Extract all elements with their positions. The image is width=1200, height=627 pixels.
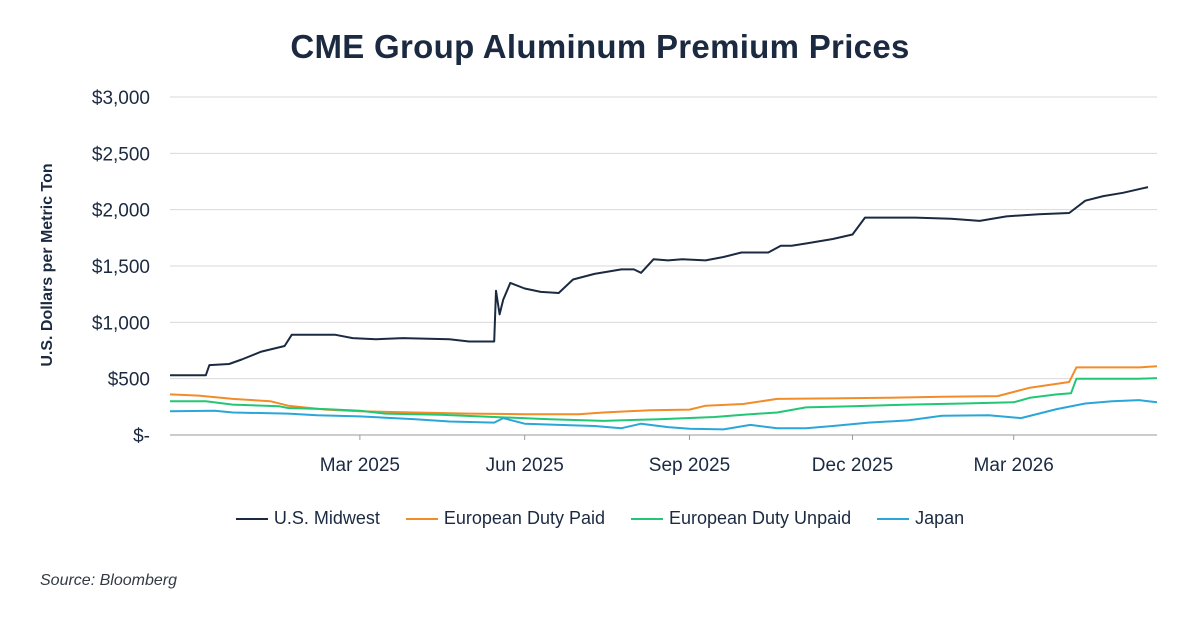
legend-label-european-duty-paid: European Duty Paid	[443, 508, 605, 528]
legend-swatch-european-duty-unpaid	[630, 517, 663, 520]
chart-title: CME Group Aluminum Premium Prices	[290, 28, 910, 65]
legend-label-japan: Japan	[915, 508, 965, 528]
y-tick-labels: $- $500 $1,000 $1,500 $2,000 $2,500 $3,000	[92, 88, 150, 447]
y-tick-label: $2,000	[92, 201, 150, 222]
x-tick-label: Mar 2026	[974, 455, 1054, 476]
legend-label-us-midwest: U.S. Midwest	[273, 508, 380, 528]
series-lines	[169, 186, 1158, 431]
y-axis-label: U.S. Dollars per Metric Ton	[39, 163, 56, 367]
x-tick-label: Sep 2025	[649, 455, 730, 476]
y-tick-label: $2,500	[92, 144, 150, 165]
y-tick-label: $1,500	[92, 257, 150, 278]
x-tick-label: Mar 2025	[320, 455, 400, 476]
gridlines	[170, 96, 1157, 436]
legend-item-us-midwest: U.S. Midwest	[235, 508, 380, 529]
series-line-european-duty-paid	[169, 365, 1158, 416]
source-note: Source: Bloomberg	[40, 572, 177, 589]
legend-swatch-us-midwest	[235, 517, 268, 520]
y-tick-label: $1,000	[92, 313, 150, 334]
series-line-u-s-midwest	[170, 186, 1149, 377]
y-tick-label: $500	[108, 370, 150, 391]
legend-item-japan: Japan	[877, 508, 964, 529]
legend-label-european-duty-unpaid: European Duty Unpaid	[668, 508, 852, 528]
legend-item-european-duty-unpaid: European Duty Unpaid	[630, 508, 852, 529]
y-tick-label: $-	[133, 426, 150, 447]
series-line-japan	[169, 399, 1158, 431]
x-tick-label: Dec 2025	[812, 455, 893, 476]
x-tick-label: Jun 2025	[486, 455, 564, 476]
x-tick-labels: Mar 2025 Jun 2025 Sep 2025 Dec 2025 Mar 2026	[320, 435, 1054, 476]
legend: U.S. Midwest European Duty Paid European…	[0, 508, 1200, 529]
y-tick-label: $3,000	[92, 88, 150, 109]
series-line-european-duty-unpaid	[170, 377, 1158, 422]
legend-item-european-duty-paid: European Duty Paid	[405, 508, 605, 529]
legend-swatch-japan	[877, 517, 910, 520]
legend-swatch-european-duty-paid	[405, 517, 438, 520]
